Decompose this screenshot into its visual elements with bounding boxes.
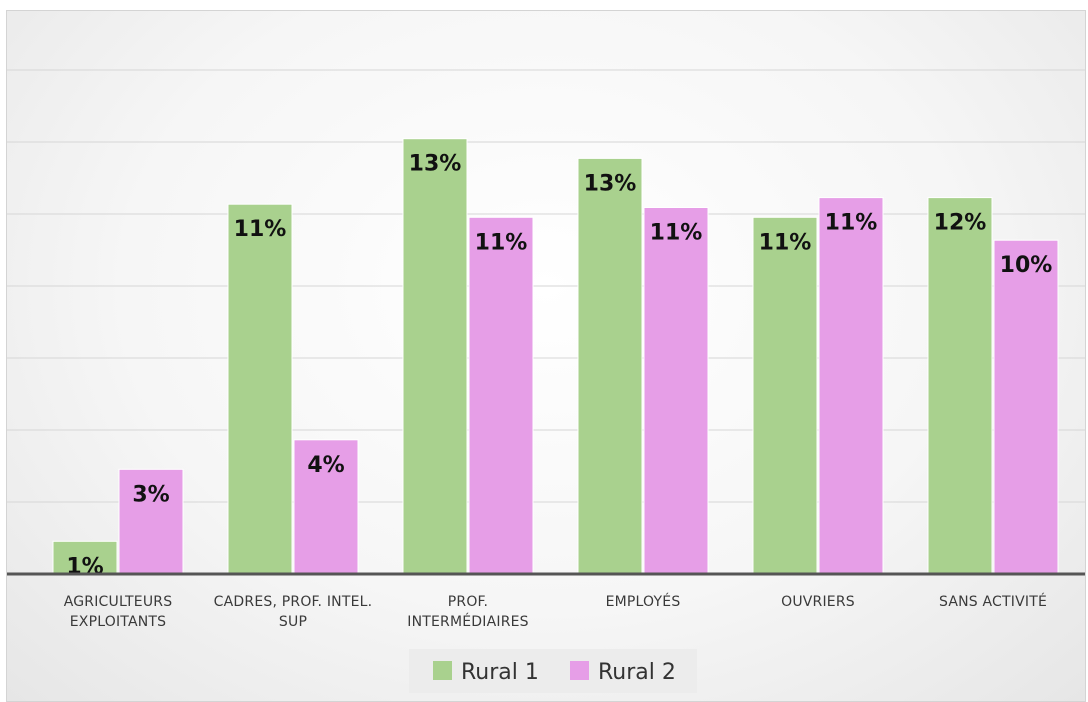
chart-frame: 1% 11% 13% 13% 11% 12% 3% 4% 11% 11% 11% 10% AGRICUL… (6, 10, 1086, 702)
category-label: OUVRIERS (781, 594, 855, 610)
category-label: CADRES, PROF. INTEL. SUP (214, 594, 373, 630)
data-label: 10% (1000, 253, 1053, 278)
bar-chart: 1% 11% 13% 13% 11% 12% 3% 4% 11% 11% 11% 10% AGRICUL… (7, 69, 1085, 693)
data-label: 1% (66, 554, 103, 579)
bar-rural-2 (468, 216, 534, 575)
legend-label: Rural 1 (461, 660, 539, 685)
bar-rural-1 (227, 203, 293, 575)
category-label: EMPLOYÉS (606, 593, 681, 610)
bar-rural-1 (752, 216, 818, 575)
legend-label: Rural 2 (598, 660, 676, 685)
bar-rural-2 (293, 439, 359, 575)
data-label: 11% (650, 221, 703, 246)
legend: Rural 1 Rural 2 (409, 649, 697, 693)
bar-rural-2 (818, 197, 884, 575)
data-label: 3% (132, 482, 169, 507)
category-label: PROF. INTERMÉDIAIRES (407, 594, 529, 630)
data-label: 13% (409, 152, 462, 177)
bar-rural-2 (993, 239, 1059, 575)
category-label: AGRICULTEURS EXPLOITANTS (64, 594, 173, 630)
data-label: 11% (825, 211, 878, 236)
bar-rural-2 (118, 468, 184, 575)
data-label: 11% (475, 230, 528, 255)
legend-box (409, 649, 697, 693)
category-label: SANS ACTIVITÉ (939, 593, 1047, 610)
bar-rural-1 (577, 157, 643, 575)
data-label: 13% (584, 171, 637, 196)
legend-swatch (433, 661, 452, 680)
data-label: 11% (234, 217, 287, 242)
data-label: 4% (307, 453, 344, 478)
bar-rural-1 (402, 138, 468, 575)
data-label: 11% (759, 230, 812, 255)
bar-rural-2 (643, 207, 709, 575)
data-label: 12% (934, 211, 987, 236)
bar-rural-1 (927, 197, 993, 575)
legend-swatch (570, 661, 589, 680)
